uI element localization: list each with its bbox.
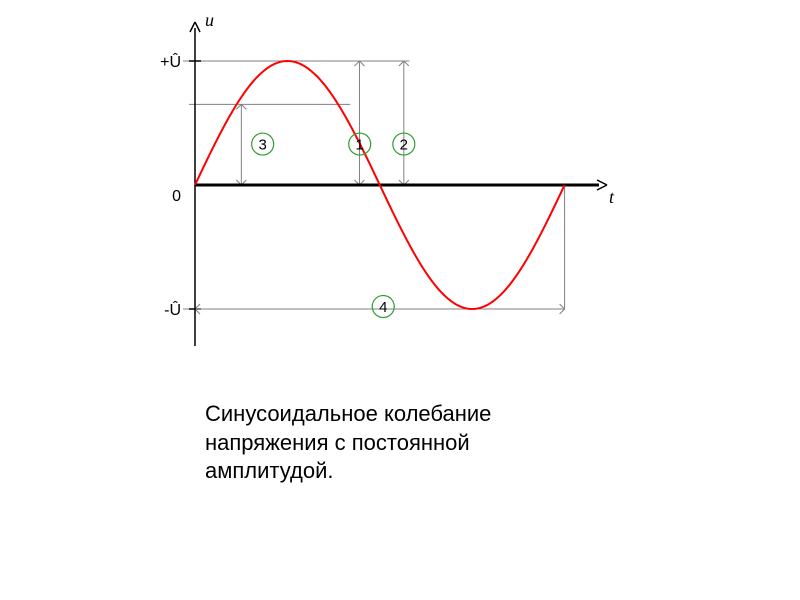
ytick--Û: -Û — [164, 300, 181, 319]
marker-4-label: 4 — [379, 299, 387, 316]
figure-canvas: u t 0 +Û -Û 1 2 3 4 Синусоидальное колебание нап… — [0, 0, 800, 600]
marker-1-label: 1 — [356, 137, 364, 154]
marker-3-label: 3 — [258, 137, 266, 154]
caption: Синусоидальное колебание напряжения с по… — [205, 400, 585, 486]
ytick-+Û: +Û — [160, 52, 181, 71]
marker-2-label: 2 — [400, 137, 408, 154]
y-axis-label: u — [205, 10, 214, 30]
x-axis-label: t — [609, 187, 615, 207]
origin-label: 0 — [172, 188, 181, 205]
sine-chart: u t 0 +Û -Û 1 2 3 4 — [0, 0, 800, 600]
